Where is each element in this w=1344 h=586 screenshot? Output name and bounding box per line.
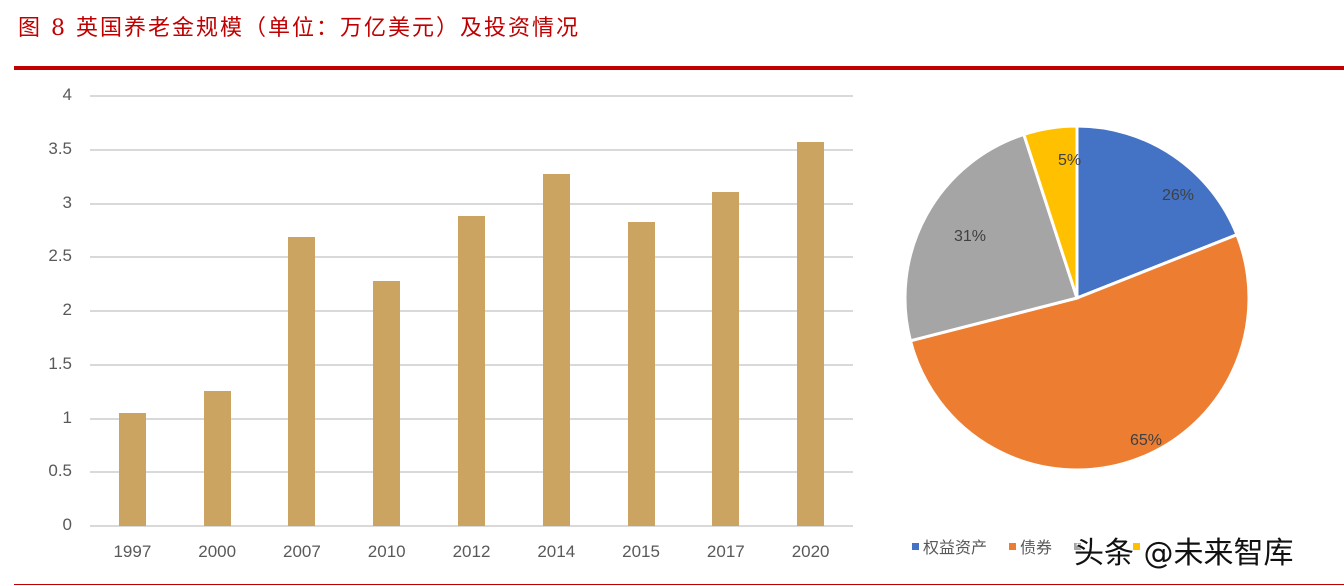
gridline — [90, 95, 853, 97]
x-tick-label: 2015 — [622, 542, 660, 561]
pie-data-label: 65% — [1130, 432, 1163, 449]
watermark: 头条 @未来智库 — [1074, 536, 1294, 571]
legend-label: 债券 — [1020, 538, 1053, 557]
legend-item: 权益资产 — [912, 534, 987, 558]
pie-chart: 26% 65% 31% 5% — [890, 110, 1270, 490]
legend-swatch-icon — [1133, 542, 1141, 550]
bar-2000 — [203, 390, 231, 526]
legend-label: 权益资产 — [923, 538, 988, 557]
legend-item — [1133, 542, 1170, 550]
legend-swatch-icon — [1074, 542, 1082, 550]
bar-2020 — [797, 142, 825, 526]
y-tick-label: 4 — [62, 85, 72, 104]
bar-1997 — [118, 413, 146, 526]
bar-2017 — [712, 191, 740, 526]
pie-slice-equity — [1075, 124, 1239, 301]
y-tick-label: 0 — [62, 515, 72, 534]
pie-slice-slice-4 — [1021, 124, 1079, 299]
legend-swatch-icon — [1009, 542, 1017, 550]
y-tick-label: 1.5 — [48, 353, 72, 373]
bottom-divider — [14, 584, 1344, 585]
pie-data-label: 5% — [1058, 152, 1082, 169]
bar-2015 — [627, 221, 655, 526]
bar-chart: 0 0.5 1 1.5 2 2.5 3 3.5 4 1997 2000 2007 2010 2012 201… — [0, 80, 870, 580]
pie-legend: 权益资产 债券 — [912, 534, 1192, 558]
y-tick-label: 2.5 — [48, 246, 72, 266]
x-tick-label: 2017 — [706, 542, 745, 561]
gridline — [90, 525, 853, 527]
bar-2014 — [542, 174, 570, 526]
bar-2007 — [288, 236, 316, 526]
legend-swatch-icon — [912, 542, 919, 550]
pie-data-label: 31% — [954, 228, 987, 245]
pie-data-label: 26% — [1162, 187, 1195, 204]
legend-item — [1074, 542, 1111, 550]
bar-2012 — [458, 216, 485, 526]
pie-slice-bonds — [908, 232, 1251, 472]
bar-2010 — [373, 280, 401, 526]
gridline — [90, 202, 853, 205]
title-divider — [14, 66, 1344, 70]
x-tick-label: 2000 — [198, 542, 237, 561]
y-tick-label: 1 — [62, 407, 72, 427]
legend-item: 债券 — [1009, 534, 1052, 558]
x-tick-label: 2012 — [452, 542, 491, 561]
pie-svg — [903, 124, 1251, 472]
y-tick-label: 3.5 — [48, 138, 72, 158]
y-tick-label: 0.5 — [48, 461, 72, 481]
x-tick-label: 2010 — [367, 542, 406, 561]
x-tick-label: 2020 — [791, 542, 830, 561]
figure-title: 图 8 英国养老金规模（单位：万亿美元）及投资情况 — [18, 16, 580, 41]
gridline — [90, 148, 853, 151]
y-tick-label: 2 — [62, 300, 72, 319]
x-tick-label: 1997 — [113, 542, 152, 561]
pie-slice-slice-3 — [903, 132, 1079, 343]
x-tick-label: 2014 — [537, 542, 576, 561]
x-tick-label: 2007 — [283, 542, 321, 561]
y-tick-label: 3 — [62, 192, 72, 212]
